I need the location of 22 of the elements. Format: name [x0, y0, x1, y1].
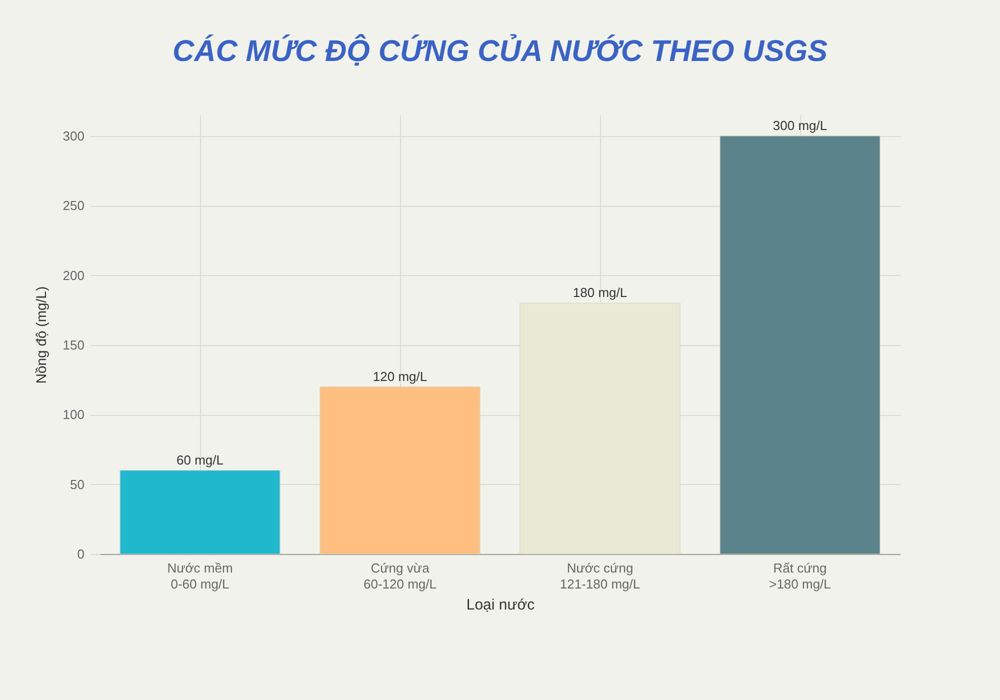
y-tick-label: 50 [70, 476, 84, 492]
bar [120, 470, 280, 554]
y-tick-label: 300 [62, 128, 84, 144]
y-axis-title: Nồng độ (mg/L) [32, 286, 49, 384]
y-tick-label: 250 [62, 198, 84, 214]
data-label: 60 mg/L [176, 452, 224, 468]
data-label: 180 mg/L [572, 285, 628, 300]
chart-title: CÁC MỨC ĐỘ CỨNG CỦA NƯỚC THEO USGS [172, 34, 828, 68]
y-tick-label: 0 [77, 546, 84, 562]
bar [320, 386, 480, 554]
y-tick-label: 150 [62, 337, 84, 352]
data-label: 120 mg/L [372, 368, 428, 384]
bar [520, 302, 680, 554]
x-axis-title: Loại nước [466, 596, 536, 614]
y-tick-label: 200 [62, 268, 84, 283]
x-tick-label: Nước cứng 121-180 mg/L [560, 560, 640, 592]
data-label: 300 mg/L [772, 118, 828, 133]
x-tick-label: Nước mềm 0-60 mg/L [167, 560, 233, 592]
x-tick-label: Cứng vừa 60-120 mg/L [364, 560, 436, 592]
bar [720, 136, 880, 554]
x-tick-label: Rất cứng >180 mg/L [769, 560, 831, 592]
y-tick-label: 100 [62, 407, 84, 422]
